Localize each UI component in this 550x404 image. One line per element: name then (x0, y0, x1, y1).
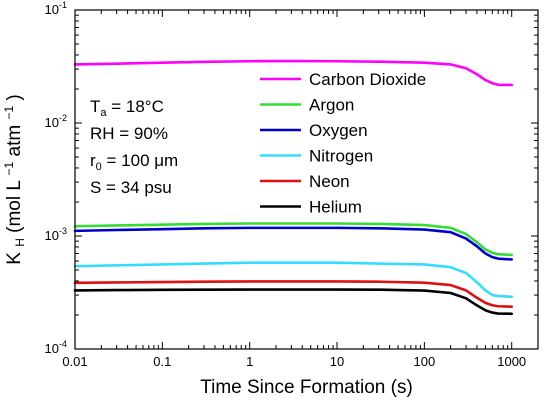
x-tick-label: 1 (246, 354, 253, 369)
tick-labels: 0.01 0.1 1 10 100 1000 10-4 10-3 10-2 10-1 (45, 0, 527, 369)
legend-label: Oxygen (309, 121, 368, 140)
y-axis-label: K H (mol L −1 atm −1 ) (0, 94, 29, 265)
series-line-carbon-dioxide (73, 59, 514, 87)
x-tick-label: 0.01 (62, 354, 87, 369)
x-tick-label: 10 (330, 354, 344, 369)
x-tick-label: 1000 (497, 354, 526, 369)
series-line-helium (73, 288, 514, 316)
y-tick-label: 10-1 (45, 0, 67, 17)
y-tick-label: 10-4 (45, 339, 67, 356)
legend-label: Argon (309, 96, 354, 115)
y-label-main: K (4, 252, 25, 265)
legend-label: Carbon Dioxide (309, 70, 426, 89)
legend: Carbon Dioxide Argon Oxygen Nitrogen Neon Hel… (260, 70, 426, 217)
x-axis-label: Time Since Formation (s) (200, 377, 413, 398)
y-label-units: (mol L (4, 181, 25, 233)
y-label-exp2: −1 (2, 106, 16, 120)
y-tick-label: 10-2 (45, 113, 67, 130)
condition-line: S = 34 psu (90, 178, 172, 197)
y-label-mid: atm (4, 125, 25, 157)
plot-frame (74, 9, 539, 350)
series-line-nitrogen (73, 261, 514, 299)
y-tick-label: 10-3 (45, 226, 67, 243)
legend-label: Helium (309, 198, 362, 217)
series-line-argon (73, 222, 514, 257)
condition-line: RH = 90% (90, 124, 168, 143)
x-tick-label: 100 (414, 354, 436, 369)
condition-line: r0 = 100 μm (90, 151, 178, 173)
y-label-close: ) (4, 94, 25, 100)
legend-label: Neon (309, 172, 350, 191)
conditions-annotation: Ta = 18°C RH = 90% r0 = 100 μm S = 34 psu (90, 97, 178, 197)
x-tick-label: 0.1 (153, 354, 171, 369)
series-line-oxygen (73, 226, 514, 261)
series-lines (73, 59, 514, 316)
series-line-neon (73, 280, 514, 308)
y-label-exp1: −1 (2, 161, 16, 175)
condition-line: Ta = 18°C (90, 97, 164, 119)
y-label-sub: H (13, 238, 27, 247)
axis-ticks (74, 9, 539, 350)
legend-label: Nitrogen (309, 147, 373, 166)
